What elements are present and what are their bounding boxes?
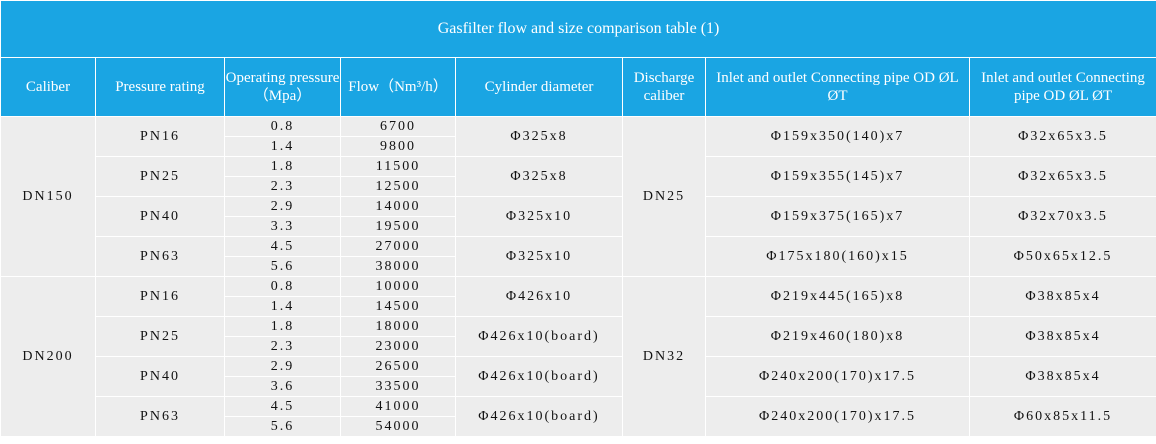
flow: 27000 xyxy=(340,236,456,257)
operating-pressure: 5.6 xyxy=(224,256,341,277)
operating-pressure: 5.6 xyxy=(224,416,341,437)
flow: 38000 xyxy=(340,256,456,277)
connecting-pipe: Φ32x70x3.5 xyxy=(968,196,1156,237)
table-row: PN40 2.9 14000 Φ325x10 Φ159x375(165)x7 Φ32x70… xyxy=(1,196,1156,237)
column-header: Pressure rating xyxy=(95,57,225,117)
flow: 10000 xyxy=(340,276,456,297)
table-row: 1.4 14500 xyxy=(1,296,1156,317)
connecting-pipe: Φ50x65x12.5 xyxy=(968,236,1156,277)
column-header: Caliber xyxy=(0,57,96,117)
column-header: Inlet and outlet Connecting pipe OD ØL Ø… xyxy=(968,57,1156,117)
cylinder-diameter: Φ325x10 xyxy=(455,196,623,237)
table-row: 3.3 19500 xyxy=(1,216,1156,237)
connecting-pipe: Φ38x85x4 xyxy=(968,356,1156,397)
connecting-pipe: Φ38x85x4 xyxy=(968,316,1156,357)
table-row: 5.6 54000 xyxy=(1,416,1156,437)
inlet-outlet-pipe: Φ240x200(170)x17.5 xyxy=(705,356,970,397)
inlet-outlet-pipe: Φ159x375(165)x7 xyxy=(705,196,970,237)
pressure-rating: PN16 xyxy=(95,116,225,157)
table-row: DN200 PN16 0.8 10000 Φ426x10 DN32 Φ219x445(165… xyxy=(0,276,1156,437)
table-row: PN25 1.8 11500 Φ325x8 Φ159x355(145)x7 Φ32x65x… xyxy=(1,156,1156,197)
operating-pressure: 1.8 xyxy=(224,156,341,177)
operating-pressure: 1.4 xyxy=(224,296,341,317)
caliber: DN150 xyxy=(0,116,96,277)
table-row: 3.6 33500 xyxy=(1,376,1156,397)
column-header: Cylinder diameter xyxy=(455,57,623,117)
flow: 12500 xyxy=(340,176,456,197)
operating-pressure: 4.5 xyxy=(224,396,341,417)
column-header: Operating pressure（Mpa） xyxy=(224,57,341,117)
connecting-pipe: Φ32x65x3.5 xyxy=(968,156,1156,197)
flow: 6700 xyxy=(340,116,456,137)
pressure-rating: PN40 xyxy=(95,356,225,397)
flow: 41000 xyxy=(340,396,456,417)
flow: 19500 xyxy=(340,216,456,237)
pressure-rating: PN63 xyxy=(95,396,225,437)
operating-pressure: 2.9 xyxy=(224,356,341,377)
flow: 33500 xyxy=(340,376,456,397)
operating-pressure: 3.3 xyxy=(224,216,341,237)
discharge-caliber: DN32 xyxy=(622,276,706,437)
operating-pressure: 0.8 xyxy=(224,116,341,137)
inlet-outlet-pipe: Φ219x445(165)x8 xyxy=(705,276,970,317)
flow: 14000 xyxy=(340,196,456,217)
operating-pressure: 2.9 xyxy=(224,196,341,217)
column-header: Flow（Nm³/h） xyxy=(340,57,456,117)
flow: 23000 xyxy=(340,336,456,357)
connecting-pipe: Φ60x85x11.5 xyxy=(968,396,1156,437)
inlet-outlet-pipe: Φ175x180(160)x15 xyxy=(705,236,970,277)
discharge-caliber: DN25 xyxy=(622,116,706,277)
table-row: 2.3 23000 xyxy=(1,336,1156,357)
flow: 14500 xyxy=(340,296,456,317)
column-header: Inlet and outlet Connecting pipe OD ØL Ø… xyxy=(705,57,970,117)
operating-pressure: 0.8 xyxy=(224,276,341,297)
cylinder-diameter: Φ426x10(board) xyxy=(455,356,623,397)
cylinder-diameter: Φ325x8 xyxy=(455,156,623,197)
table-row: PN63 4.5 41000 Φ426x10(board) Φ240x200(170)x… xyxy=(1,396,1156,437)
operating-pressure: 4.5 xyxy=(224,236,341,257)
cylinder-diameter: Φ325x10 xyxy=(455,236,623,277)
table-row: PN63 4.5 27000 Φ325x10 Φ175x180(160)x15 Φ50x6… xyxy=(1,236,1156,277)
connecting-pipe: Φ32x65x3.5 xyxy=(968,116,1156,157)
flow: 11500 xyxy=(340,156,456,177)
operating-pressure: 1.8 xyxy=(224,316,341,337)
cylinder-diameter: Φ426x10(board) xyxy=(455,396,623,437)
pressure-rating: PN40 xyxy=(95,196,225,237)
inlet-outlet-pipe: Φ219x460(180)x8 xyxy=(705,316,970,357)
cylinder-diameter: Φ325x8 xyxy=(455,116,623,157)
pressure-rating: PN25 xyxy=(95,316,225,357)
inlet-outlet-pipe: Φ240x200(170)x17.5 xyxy=(705,396,970,437)
flow: 54000 xyxy=(340,416,456,437)
operating-pressure: 2.3 xyxy=(224,176,341,197)
table-row: PN40 2.9 26500 Φ426x10(board) Φ240x200(170)x… xyxy=(1,356,1156,397)
inlet-outlet-pipe: Φ159x350(140)x7 xyxy=(705,116,970,157)
table-row: DN150 PN16 0.8 6700 Φ325x8 DN25 Φ159x350(140)x… xyxy=(0,116,1156,277)
cylinder-diameter: Φ426x10 xyxy=(455,276,623,317)
cylinder-diameter: Φ426x10(board) xyxy=(455,316,623,357)
inlet-outlet-pipe: Φ159x355(145)x7 xyxy=(705,156,970,197)
table-row: 1.4 9800 xyxy=(1,136,1156,157)
operating-pressure: 1.4 xyxy=(224,136,341,157)
caliber: DN200 xyxy=(0,276,96,437)
pressure-rating: PN25 xyxy=(95,156,225,197)
flow: 9800 xyxy=(340,136,456,157)
pressure-rating: PN63 xyxy=(95,236,225,277)
connecting-pipe: Φ38x85x4 xyxy=(968,276,1156,317)
flow: 18000 xyxy=(340,316,456,337)
flow: 26500 xyxy=(340,356,456,377)
table-row: PN25 1.8 18000 Φ426x10(board) Φ219x460(180)x… xyxy=(1,316,1156,357)
column-header: Discharge caliber xyxy=(622,57,706,117)
pressure-rating: PN16 xyxy=(95,276,225,317)
operating-pressure: 2.3 xyxy=(224,336,341,357)
operating-pressure: 3.6 xyxy=(224,376,341,397)
table-title: Gasfilter flow and size comparison table… xyxy=(0,0,1156,58)
table-row: 2.3 12500 xyxy=(1,176,1156,197)
